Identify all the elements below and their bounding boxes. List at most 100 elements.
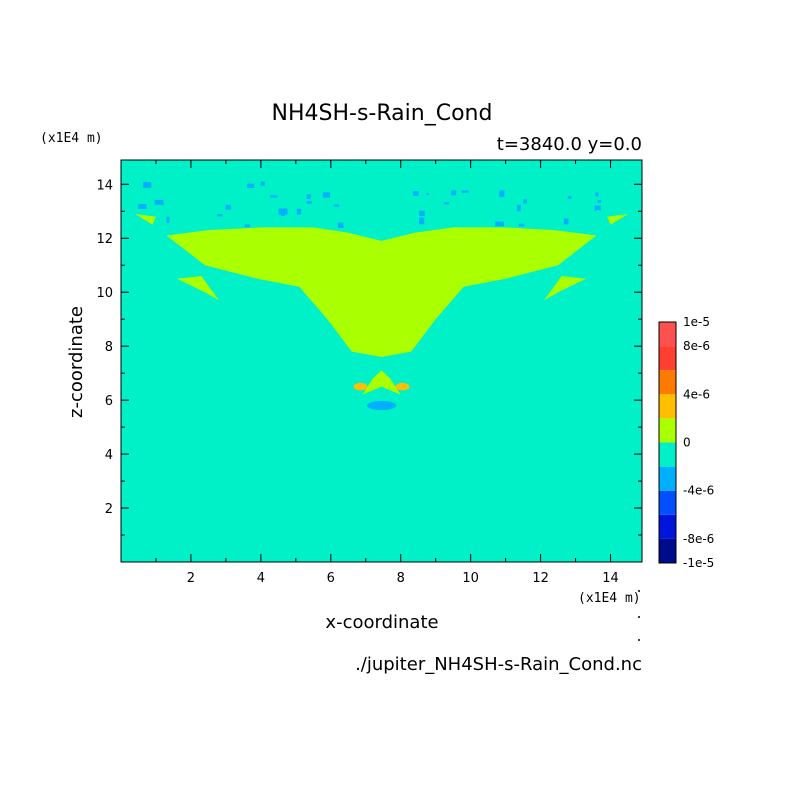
contour-speckle — [270, 190, 279, 196]
contour-region — [316, 373, 342, 390]
y-tick-label: 14 — [96, 178, 113, 193]
contour-speckle — [518, 223, 525, 227]
y-axis-label: z-coordinate — [66, 306, 87, 418]
colorbar-cells — [659, 322, 676, 563]
contour-speckle — [508, 222, 514, 228]
colorbar-cell — [659, 322, 676, 347]
contour-speckle — [461, 190, 469, 193]
x-tick-label: 8 — [397, 571, 405, 586]
contour-speckle — [435, 226, 443, 229]
contour-speckle — [289, 213, 296, 219]
contour-speckle — [499, 190, 505, 197]
contour-speckle — [140, 194, 145, 200]
y-tick-label: 4 — [105, 448, 113, 463]
contour-speckle — [225, 204, 231, 210]
contour-speckle — [522, 224, 528, 229]
contour-speckle — [306, 200, 312, 204]
colorbar-label: 0 — [683, 436, 691, 450]
y-tick-label: 12 — [96, 232, 113, 247]
colorbar-label: -1e-5 — [683, 556, 714, 570]
y-tick-label: 6 — [105, 394, 113, 409]
y-axis-ticks: 2 4 6 8 10 12 14 — [96, 178, 642, 536]
contour-speckle — [586, 189, 593, 197]
contour-speckle — [278, 208, 288, 215]
colorbar-label: -8e-6 — [683, 532, 714, 546]
contour-speckle — [149, 189, 155, 192]
contour-speckle — [138, 204, 147, 209]
contour-speckle — [271, 187, 276, 192]
colorbar-labels: 1e-5 8e-6 4e-6 0 -4e-6 -8e-6 -1e-5 — [683, 315, 714, 570]
colorbar-cell — [659, 466, 676, 491]
chart-title: NH4SH-s-Rain_Cond — [272, 101, 493, 126]
source-filename: ./jupiter_NH4SH-s-Rain_Cond.nc — [355, 654, 642, 675]
contour-speckle — [333, 204, 340, 207]
contour-speckle — [444, 202, 450, 205]
x-tick-label: 10 — [462, 571, 479, 586]
contour-region — [544, 276, 587, 301]
contour-speckle — [143, 182, 152, 188]
contour-speckle — [244, 224, 250, 228]
colorbar-label: 1e-5 — [683, 315, 710, 329]
contour-speckle — [400, 208, 408, 214]
x-axis-label: x-coordinate — [325, 612, 438, 633]
contour-speckle — [193, 200, 200, 206]
contour-region — [607, 214, 628, 225]
contour-speckle — [451, 190, 457, 197]
contour-region — [176, 276, 219, 301]
x-tick-label: 14 — [602, 571, 619, 586]
contour-speckle — [595, 192, 599, 197]
contour-speckle — [448, 195, 458, 203]
contour-speckle — [595, 210, 601, 214]
contour-region — [166, 227, 597, 357]
contour-speckle — [594, 205, 601, 212]
contour-speckle — [154, 199, 164, 206]
colorbar-label: -4e-6 — [683, 484, 714, 498]
contour-speckle — [296, 208, 302, 215]
y-tick-label: 8 — [105, 340, 113, 355]
x-tick-label: 2 — [187, 571, 195, 586]
contour-speckle — [279, 213, 285, 220]
x-tick-label: 6 — [327, 571, 335, 586]
contour-speckle — [244, 221, 254, 227]
contour-speckle — [478, 208, 482, 215]
colorbar-cell — [659, 538, 676, 563]
contour-speckle — [523, 199, 527, 204]
colorbar-cell — [659, 442, 676, 467]
contour-speckle — [270, 194, 278, 198]
colorbar-cell — [659, 394, 676, 419]
contour-speckle — [548, 211, 553, 219]
x-tick-label: 12 — [532, 571, 549, 586]
marker-dot — [638, 616, 640, 618]
contour-region — [362, 370, 401, 395]
contour-region — [366, 400, 397, 411]
colorbar-label: 4e-6 — [683, 387, 710, 401]
contour-speckle — [563, 218, 569, 225]
marker-dot — [638, 590, 640, 592]
colorbar-cell — [659, 370, 676, 395]
contour-speckle — [290, 196, 294, 202]
contour-speckle — [306, 194, 311, 200]
contour-speckle — [610, 210, 616, 215]
colorbar-frame — [658, 321, 677, 564]
contour-speckle — [528, 195, 535, 199]
marker-dot — [638, 639, 640, 641]
contour-speckle — [508, 200, 513, 204]
colorbar-label: 8e-6 — [683, 339, 710, 353]
y-unit-label: (x1E4 m) — [40, 131, 103, 146]
contour-region — [421, 373, 447, 390]
contour-speckle — [251, 203, 255, 209]
y-tick-label: 10 — [96, 286, 113, 301]
contour-region — [395, 382, 410, 391]
page-marker-dots — [638, 590, 640, 641]
contour-region — [135, 214, 156, 225]
contour-speckle — [495, 221, 504, 227]
contour-speckle — [597, 199, 602, 203]
contour-speckle — [574, 192, 579, 198]
x-tick-label: 4 — [257, 571, 265, 586]
x-axis-ticks: 2 4 6 8 10 12 14 — [155, 160, 619, 586]
contour-speckle — [419, 210, 425, 217]
contour-speckle — [436, 221, 446, 229]
contour-speckle — [173, 205, 179, 209]
contour-speckle — [166, 216, 170, 223]
